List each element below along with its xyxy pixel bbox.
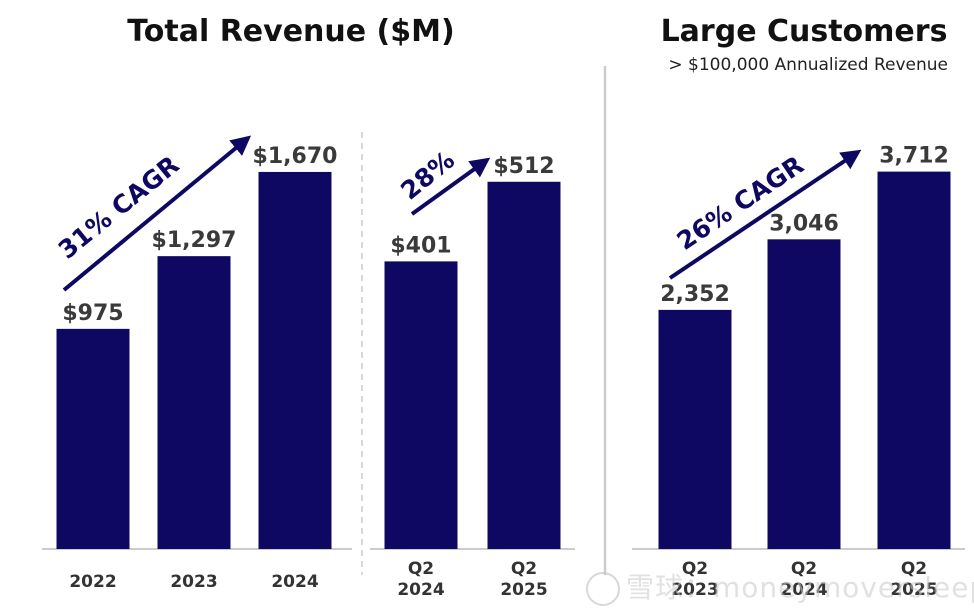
data-label: $401 [390,233,451,258]
x-tick-label: Q2 [791,559,817,579]
x-tick-label: Q2 [511,559,537,579]
x-tick-label: 2025 [500,580,547,600]
large-customers-subtitle: > $100,000 Annualized Revenue [668,55,948,75]
growth-annotation: 28% [395,145,460,205]
x-tick-label: 2025 [890,580,937,600]
bar [157,256,231,549]
bar [487,181,561,550]
bar [767,239,841,549]
x-tick-label: 2023 [671,580,718,600]
data-label: $1,297 [152,228,237,253]
bar [877,171,951,549]
growth-arrow [668,149,862,280]
x-tick-label: 2023 [170,572,217,592]
data-label: $975 [62,301,123,326]
bar [56,328,130,549]
x-tick-label: 2024 [397,580,444,600]
growth-arrow [410,157,491,216]
data-label: 3,046 [769,211,839,236]
large-customers-title: Large Customers [660,14,948,49]
data-label: $512 [493,154,554,179]
x-tick-label: Q2 [682,559,708,579]
data-label: 3,712 [879,144,949,169]
x-tick-label: Q2 [901,559,927,579]
bar [258,171,332,549]
x-tick-label: Q2 [408,559,434,579]
watermark-text: 雪球：moneymoversleeps [626,571,974,604]
data-label: $1,670 [253,144,338,169]
x-tick-label: 2024 [780,580,827,600]
total-revenue-title: Total Revenue ($M) [127,14,455,49]
growth-arrow [62,135,252,292]
bar [658,309,732,549]
data-label: 2,352 [660,282,730,307]
x-tick-label: 2022 [69,572,116,592]
x-tick-label: 2024 [271,572,318,592]
watermark: 雪球：moneymoversleeps [586,566,974,606]
watermark-logo-icon [586,572,620,606]
bar [384,261,458,549]
